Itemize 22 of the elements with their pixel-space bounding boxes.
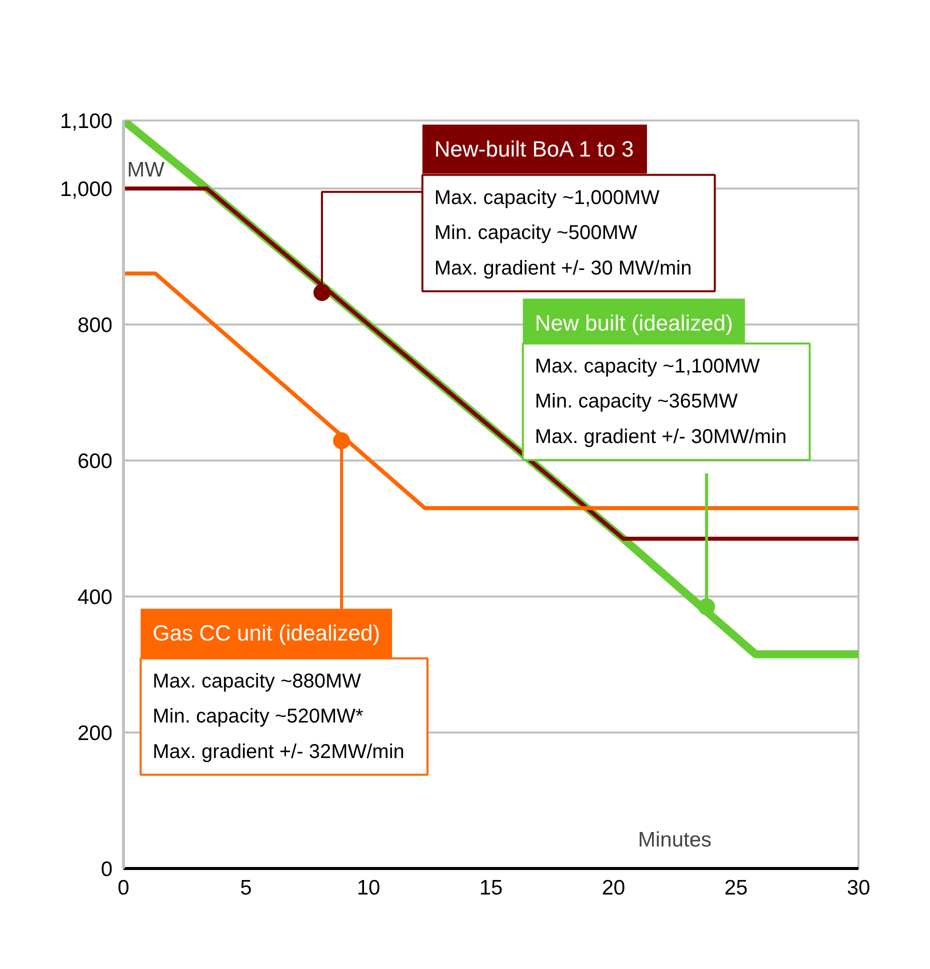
text: New built (idealized) [534,310,733,336]
x-tick-label: 15 [479,876,503,900]
x-tick-label: 30 [846,876,870,900]
y-tick-label: 1,100 [60,110,113,133]
x-tick-label: 5 [240,876,252,900]
annotation: Max. capacity ~1,100MW Min. capacity ~365MW Max. gradient +/- 30MW/min [534,356,787,448]
annotation: Max. capacity ~1,000MW Min. capacity ~500MW Max. gradient +/- 30 MW/min [434,186,692,280]
y-tick-label: 600 [77,450,113,473]
x-tick-label: 10 [356,876,380,900]
x-tick-label: 20 [602,876,626,900]
y-axis-title: MW [127,158,165,182]
y-tick-label: 0 [100,858,113,881]
x-tick-label: 25 [724,876,748,900]
y-tick-label: 1,000 [60,178,113,201]
x-tick-label: 0 [118,876,130,900]
y-tick-label: 800 [77,314,113,337]
y-tick-label: 400 [77,586,113,609]
x-axis-title: Minutes [638,828,712,852]
text: New-built BoA 1 to 3 [434,136,634,162]
y-tick-label: 200 [77,722,113,745]
text: Gas CC unit (idealized) [152,620,380,646]
annotation: Max. capacity ~880MW Min. capacity ~520MW* Max. gradient +/- 32MW/min [152,670,404,763]
